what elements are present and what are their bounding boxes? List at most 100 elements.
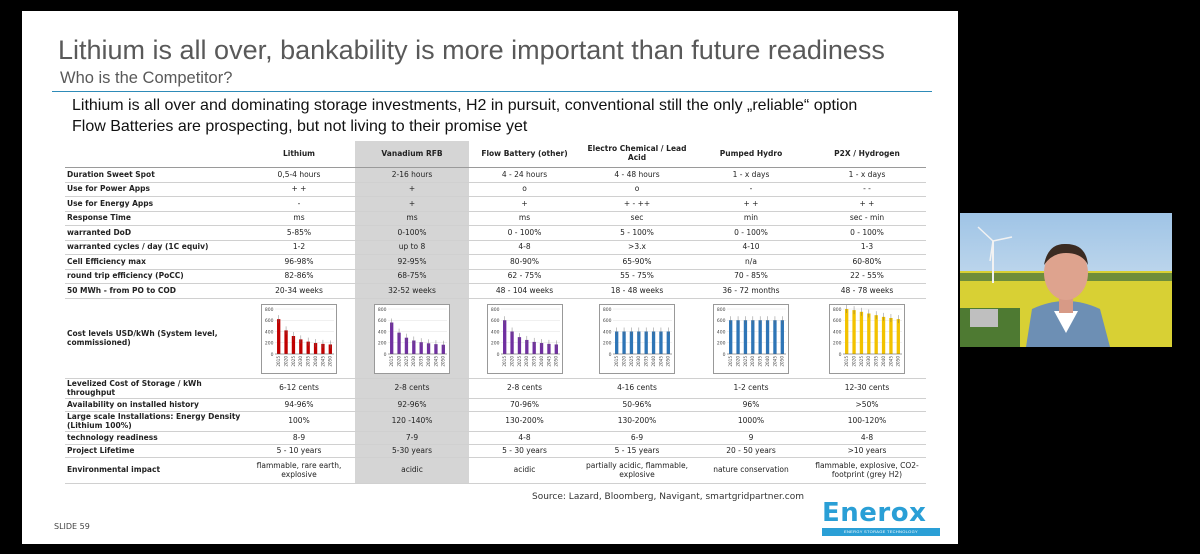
table-cell: 100-120% [808, 411, 926, 432]
chart-ytick-label: 400 [603, 329, 612, 335]
chart-bar [659, 331, 663, 354]
table-cell: flammable, explosive, CO2-footprint (gre… [808, 457, 926, 484]
row-label: Use for Energy Apps [65, 196, 243, 212]
chart-bar [390, 322, 394, 354]
table-cell: 2-8 cents [355, 378, 469, 399]
table-cell: + [355, 182, 469, 197]
chart-xtick-label: 2025 [291, 355, 296, 366]
chart-ytick-label: 600 [717, 318, 726, 324]
table-cell: 70-96% [469, 398, 580, 412]
table-cell: ms [243, 211, 355, 226]
table-cell: 68-75% [355, 269, 469, 284]
table-row: round trip efficiency (PoCC) 82-86% 68-75%… [65, 269, 926, 284]
table-cell: 50-96% [580, 398, 694, 412]
table-cell: sec - min [808, 211, 926, 226]
table-cell: 6-9 [580, 431, 694, 445]
table-cell: 130-200% [580, 411, 694, 432]
chart-ytick-label: 400 [265, 329, 274, 335]
chart-bar [509, 331, 514, 354]
chart-bar [313, 342, 318, 354]
chart-ytick-label: 600 [265, 318, 274, 324]
chart-bar [852, 309, 856, 354]
chart-xtick-label: 2040 [881, 355, 886, 366]
chart-xtick-label: 2030 [636, 355, 641, 366]
chart-ytick-label: 800 [378, 306, 387, 312]
table-cell: sec [580, 211, 694, 226]
slide-subtitle: Who is the Competitor? [60, 69, 233, 87]
chart-bar [441, 344, 445, 354]
chart-xtick-label: 2050 [441, 355, 446, 366]
chart-ytick-label: 400 [490, 329, 499, 335]
chart-xtick-label: 2025 [629, 355, 634, 366]
chart-bar [328, 343, 332, 354]
table-cell: 4 - 48 hours [580, 167, 694, 183]
table-cell: o [580, 182, 694, 197]
title-divider [52, 91, 932, 92]
chart-bar [284, 329, 288, 354]
table-header-row: Lithium Vanadium RFB Flow Battery (other) E… [65, 141, 926, 168]
chart-xtick-label: 2050 [780, 355, 785, 366]
table-cell: 0 - 100% [694, 225, 808, 241]
chart-xtick-label: 2025 [404, 355, 409, 366]
table-cell: 12-30 cents [808, 378, 926, 399]
chart-bar [845, 308, 849, 354]
chart-xtick-label: 2025 [859, 355, 864, 366]
source-note: Source: Lazard, Bloomberg, Navigant, sma… [532, 492, 804, 502]
chart-ytick-label: 0 [496, 351, 499, 357]
table-row: technology readiness 8-9 7-9 4-8 6-9 9 4-8 [65, 431, 926, 445]
cost-chart-cell: 800 600 400 200 0 2015 2020 2025 2030 2035 2040 204… [580, 298, 694, 379]
chart-xtick-label: 2035 [644, 355, 649, 366]
chart-xtick-label: 2025 [516, 355, 521, 366]
table-row-cost-charts: Cost levels USD/kWh (System level, commi… [65, 298, 926, 379]
table-cell: o [469, 182, 580, 197]
table-cell: 130-200% [469, 411, 580, 432]
chart-bar [896, 318, 900, 354]
chart-frame [261, 303, 337, 374]
chart-bar [291, 335, 296, 354]
table-row: Availability on installed history 94-96% 9… [65, 398, 926, 412]
chart-xtick-label: 2045 [772, 355, 777, 366]
row-label: Large scale Installations: Energy Densit… [65, 411, 243, 432]
chart-bar [426, 342, 431, 354]
chart-frame [486, 303, 563, 374]
chart-xtick-label: 2030 [298, 355, 303, 366]
chart-bar [306, 341, 310, 354]
chart-bar [773, 319, 777, 354]
table-cell: 1-2 cents [694, 378, 808, 399]
table-cell: 4 - 24 hours [469, 167, 580, 183]
chart-bar [743, 319, 748, 354]
row-label: round trip efficiency (PoCC) [65, 269, 243, 284]
speaker-video-image [960, 213, 1172, 347]
chart-bar [644, 331, 648, 354]
table-cell: 62 - 75% [469, 269, 580, 284]
table-cell: n/a [694, 254, 808, 270]
row-label: Availability on installed history [65, 398, 243, 412]
chart-xtick-label: 2035 [874, 355, 879, 366]
table-cell: 96% [694, 398, 808, 412]
speaker-video-thumbnail[interactable] [960, 213, 1172, 347]
table-cell: 65-90% [580, 254, 694, 270]
table-cell: 55 - 75% [580, 269, 694, 284]
chart-bar [859, 311, 864, 354]
chart-bar [651, 331, 656, 354]
bullet-line-1: Lithium is all over and dominating stora… [72, 97, 858, 114]
chart-xtick-label: 2035 [306, 355, 311, 366]
table-row: Project Lifetime 5 - 10 years 5-30 years 5 … [65, 444, 926, 458]
chart-ytick-label: 200 [378, 340, 387, 346]
table-cell: 1-2 [243, 240, 355, 255]
chart-ytick-label: 0 [384, 351, 387, 357]
chart-xtick-label: 2040 [765, 355, 770, 366]
table-cell: nature conservation [694, 457, 808, 484]
table-cell: acidic [355, 457, 469, 484]
chart-bar [404, 337, 409, 354]
table-row: warranted DoD 5-85% 0-100% 0 - 100% 5 - 100%… [65, 225, 926, 241]
chart-ytick-label: 800 [603, 306, 612, 312]
table-cell: 82-86% [243, 269, 355, 284]
table-cell: 70 - 85% [694, 269, 808, 284]
row-label: Cost levels USD/kWh (System level, commi… [65, 298, 243, 379]
chart-xtick-label: 2045 [888, 355, 893, 366]
chart-xtick-label: 2020 [396, 355, 401, 366]
chart-bar [881, 316, 886, 354]
table-row: 50 MWh - from PO to COD 20-34 weeks 32-52 … [65, 283, 926, 299]
